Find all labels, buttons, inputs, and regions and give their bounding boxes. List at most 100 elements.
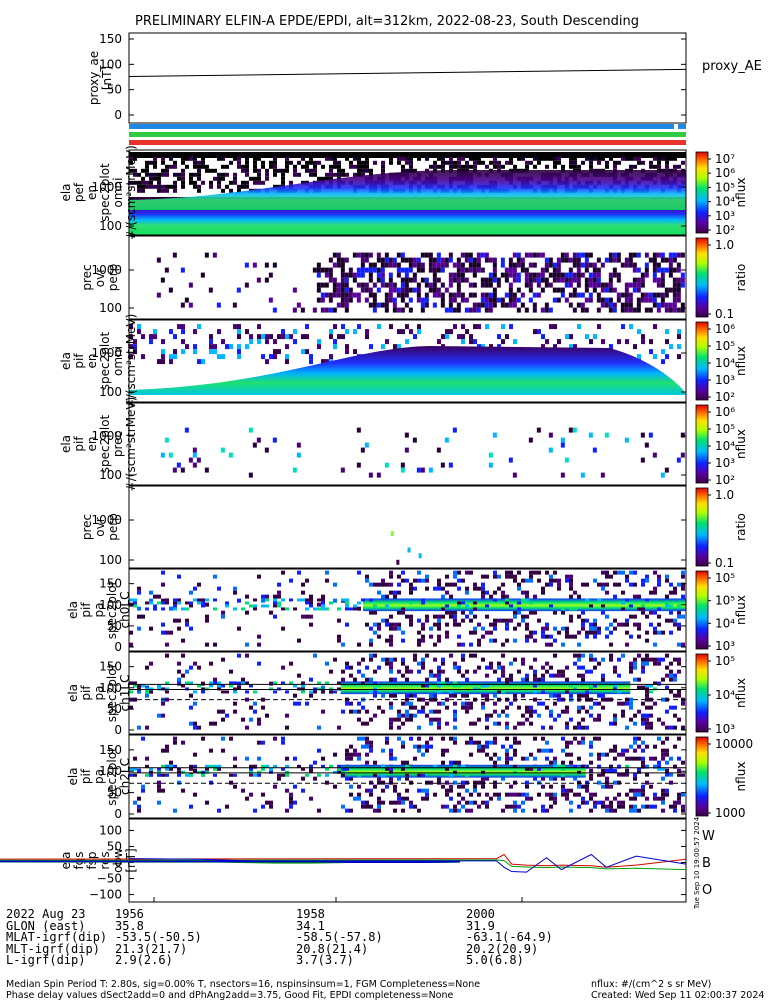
heatmap-cell <box>289 160 293 165</box>
elf-en-omni-heatmap <box>129 152 686 235</box>
colorbar-tick-label: 10⁴ <box>715 616 735 630</box>
heatmap-cell <box>601 339 605 345</box>
heatmap-cell <box>261 792 265 797</box>
heatmap-cell <box>273 601 277 605</box>
heatmap-cell <box>569 607 573 611</box>
heatmap-cell <box>189 156 193 161</box>
heatmap-cell <box>565 796 569 801</box>
heatmap-cell <box>624 307 629 313</box>
heatmap-cell <box>313 164 317 169</box>
heatmap-cell <box>605 590 609 595</box>
heatmap-cell <box>661 808 665 813</box>
heatmap-cell <box>529 665 533 670</box>
heatmap-cell <box>665 788 669 793</box>
heatmap-cell <box>637 736 641 741</box>
heatmap-cell <box>269 804 273 809</box>
heatmap-cell <box>384 257 389 263</box>
heatmap-cell <box>581 665 585 670</box>
heatmap-cell <box>649 339 653 345</box>
heatmap-cell <box>249 764 253 768</box>
heatmap-cell <box>612 307 617 313</box>
heatmap-cell <box>209 344 213 350</box>
heatmap-cell <box>465 705 469 710</box>
heatmap-cell <box>233 590 237 595</box>
heatmap-cell <box>369 653 373 658</box>
heatmap-cell <box>177 172 181 177</box>
heatmap-cell <box>301 788 305 793</box>
heatmap-cell <box>516 307 521 313</box>
heatmap-cell <box>385 736 389 741</box>
heatmap-cell <box>633 808 637 813</box>
heatmap-cell <box>273 339 277 345</box>
heatmap-cell <box>381 344 385 350</box>
heatmap-cell <box>468 282 473 288</box>
heatmap-cell <box>161 630 165 635</box>
heatmap-cell <box>641 760 645 765</box>
heatmap-cell <box>365 168 369 173</box>
heatmap-cell <box>405 776 409 781</box>
heatmap-cell <box>641 604 645 608</box>
heatmap-cell <box>633 661 637 666</box>
heatmap-cell <box>676 307 681 313</box>
heatmap-cell <box>532 302 537 308</box>
heatmap-cell <box>273 172 277 177</box>
heatmap-cell <box>417 661 421 666</box>
heatmap-cell <box>365 665 369 670</box>
heatmap-cell <box>193 164 197 169</box>
heatmap-cell <box>392 287 397 293</box>
heatmap-cell <box>681 773 685 777</box>
heatmap-cell <box>649 622 653 627</box>
heatmap-cell <box>137 324 141 330</box>
heatmap-cell <box>241 180 245 185</box>
heatmap-cell <box>565 705 569 710</box>
heatmap-cell <box>261 598 265 603</box>
heatmap-cell <box>129 324 133 330</box>
heatmap-cell <box>373 760 377 765</box>
heatmap-cell <box>533 673 537 678</box>
heatmap-cell <box>317 339 321 345</box>
colorbar-tick-label: 10⁵ <box>715 654 735 668</box>
heatmap-cell <box>436 277 441 283</box>
heatmap-cell <box>217 808 221 813</box>
heatmap-cell <box>340 467 345 473</box>
heatmap-cell <box>497 792 501 797</box>
heatmap-cell <box>621 590 625 595</box>
heatmap-cell <box>441 752 445 757</box>
heatmap-cell <box>613 669 617 674</box>
heatmap-cell <box>357 172 361 177</box>
heatmap-cell <box>332 252 337 258</box>
heatmap-cell <box>424 297 429 303</box>
heatmap-cell <box>584 297 589 303</box>
heatmap-cell <box>505 598 509 602</box>
heatmap-cell <box>401 713 405 718</box>
heatmap-cell <box>629 164 633 169</box>
heatmap-cell <box>561 767 565 771</box>
heatmap-cell <box>133 697 137 702</box>
heatmap-cell <box>408 287 413 293</box>
heatmap-cell <box>497 721 501 726</box>
heatmap-cell <box>661 788 665 793</box>
heatmap-cell <box>249 705 253 710</box>
heatmap-cell <box>420 277 425 283</box>
heatmap-cell <box>189 767 193 771</box>
heatmap-cell <box>336 262 341 268</box>
heatmap-cell <box>525 677 529 682</box>
heatmap-cell <box>285 764 289 768</box>
heatmap-cell <box>521 618 525 623</box>
heatmap-cell <box>557 673 561 678</box>
heatmap-cell <box>541 634 545 639</box>
heatmap-cell <box>597 626 601 631</box>
heatmap-cell <box>608 272 613 278</box>
heatmap-cell <box>253 701 257 706</box>
heatmap-cell <box>680 252 685 258</box>
heatmap-cell <box>393 756 397 761</box>
heatmap-cell <box>301 690 305 694</box>
heatmap-cell <box>185 687 189 691</box>
heatmap-cell <box>501 164 505 169</box>
heatmap-cell <box>433 164 437 169</box>
heatmap-cell <box>512 267 517 273</box>
heatmap-cell <box>165 748 169 753</box>
heatmap-cell <box>653 164 657 169</box>
heatmap-cell <box>601 156 605 161</box>
heatmap-cell <box>561 748 565 753</box>
